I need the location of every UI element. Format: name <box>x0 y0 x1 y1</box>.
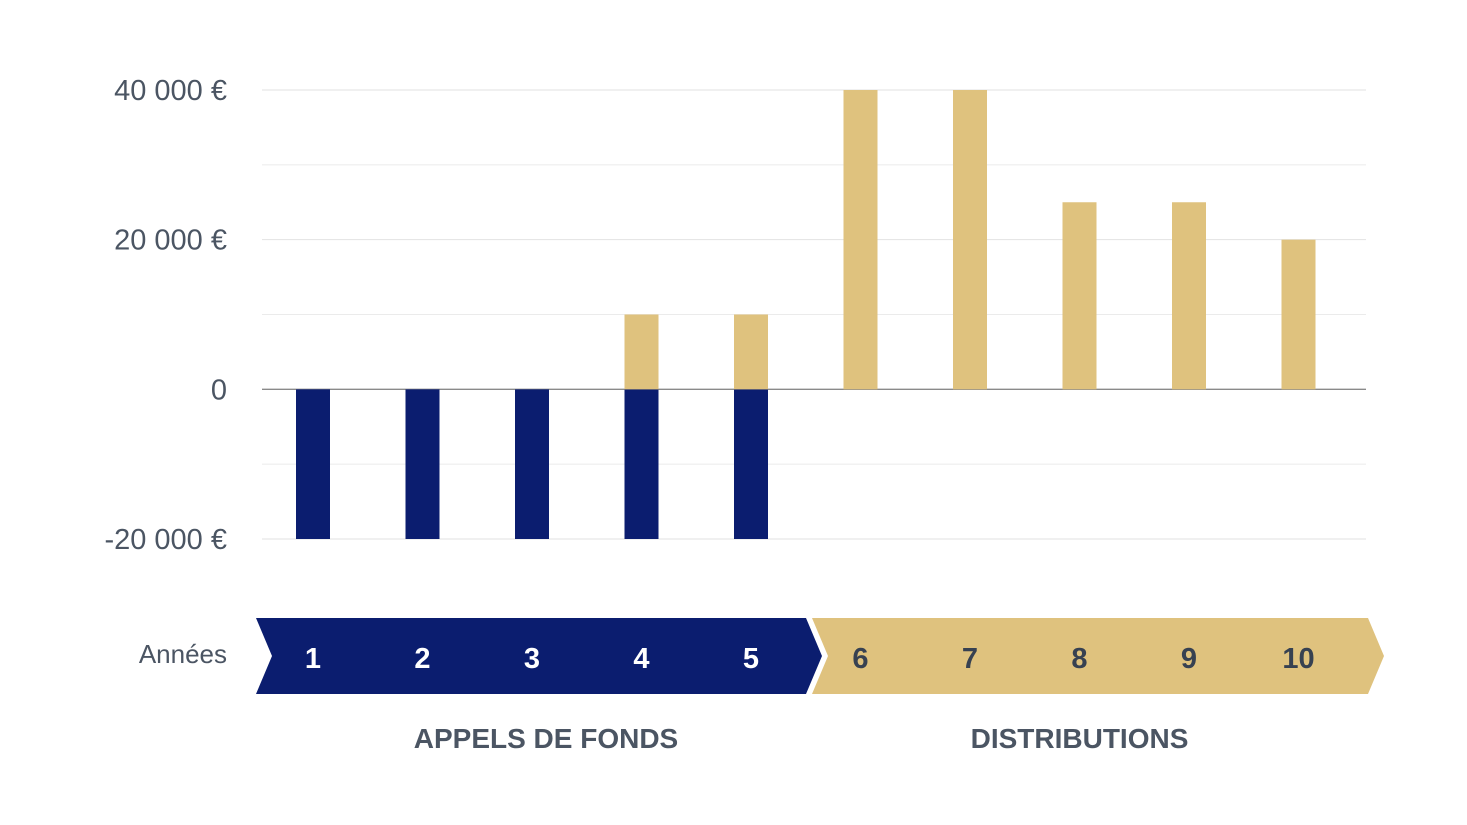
bar-year-7-series-2 <box>953 90 987 390</box>
bars <box>296 90 1316 539</box>
phase-label-2: DISTRIBUTIONS <box>971 723 1189 754</box>
year-label-8: 8 <box>1071 643 1087 675</box>
bar-year-3-series-1 <box>515 389 549 539</box>
bar-year-4-series-1 <box>624 389 659 539</box>
bar-year-2-series-1 <box>405 389 440 539</box>
bar-year-8-series-2 <box>1062 202 1097 390</box>
y-tick-label: 20 000 € <box>114 225 227 257</box>
y-tick-label: 40 000 € <box>114 75 227 107</box>
bar-year-4-series-2 <box>624 314 659 390</box>
bar-year-10-series-2 <box>1281 239 1316 390</box>
timeline-band: 1 2 3 4 5 6 7 8 9 10 <box>256 618 1384 694</box>
bar-year-9-series-2 <box>1172 202 1206 390</box>
year-label-9: 9 <box>1181 643 1197 675</box>
year-label-6: 6 <box>852 643 868 675</box>
y-axis-ticks: 40 000 € 20 000 € 0 -20 000 € <box>104 75 227 556</box>
timeline-segment-distributions <box>812 618 1384 694</box>
year-label-1: 1 <box>305 643 321 675</box>
bar-year-5-series-1 <box>734 389 768 539</box>
year-label-7: 7 <box>962 643 978 675</box>
year-label-5: 5 <box>743 643 759 675</box>
bar-year-5-series-2 <box>734 314 768 390</box>
phase-label-1: APPELS DE FONDS <box>414 723 678 754</box>
year-label-3: 3 <box>524 643 540 675</box>
timeline-segment-calls <box>256 618 822 694</box>
y-tick-label: -20 000 € <box>104 524 227 556</box>
year-label-10: 10 <box>1282 643 1314 675</box>
y-tick-label: 0 <box>211 374 227 406</box>
year-label-2: 2 <box>414 643 430 675</box>
x-axis-label: Années <box>139 639 227 669</box>
bar-year-6-series-2 <box>843 90 878 390</box>
bar-year-1-series-1 <box>296 389 330 539</box>
phase-labels: APPELS DE FONDS DISTRIBUTIONS <box>414 723 1189 754</box>
gridlines <box>262 89 1366 540</box>
year-label-4: 4 <box>633 643 649 675</box>
